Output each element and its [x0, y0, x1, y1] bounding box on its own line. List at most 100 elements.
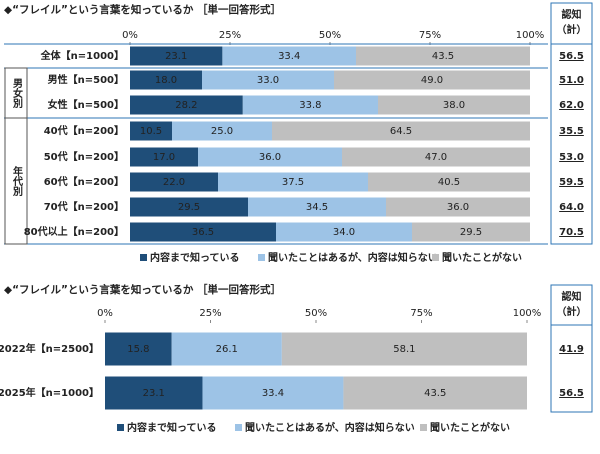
bar-segment: [218, 172, 368, 192]
data-label: 40.5: [438, 177, 460, 188]
data-label: 37.5: [282, 177, 304, 188]
bar-segment: [171, 332, 282, 366]
data-label: 36.5: [192, 227, 214, 238]
legend-label: 聞いたことがない: [430, 421, 510, 434]
side-value: 56.5: [559, 388, 584, 399]
side-value: 70.5: [559, 227, 584, 238]
category-label: 80代以上【n=200】: [24, 225, 124, 238]
chart-title: ◆“フレイル”という言葉を知っているか ［単一回答形式］: [4, 3, 281, 16]
legend-swatch: [235, 424, 242, 431]
legend-label: 内容まで知っている: [127, 421, 217, 434]
legend-swatch: [432, 254, 439, 261]
x-tick-label: 50%: [305, 308, 327, 319]
data-label: 49.0: [421, 75, 443, 86]
x-tick-label: 0%: [122, 30, 138, 41]
data-label: 36.0: [447, 202, 469, 213]
side-value: 35.5: [559, 126, 584, 137]
legend-swatch: [117, 424, 124, 431]
category-label: 40代【n=200】: [44, 124, 124, 137]
data-label: 47.0: [425, 152, 447, 163]
bar-segment: [343, 376, 527, 410]
category-label: 2022年【n=2500】: [0, 342, 99, 355]
bar-segment: [130, 46, 223, 66]
legend-swatch: [258, 254, 265, 261]
x-tick-label: 25%: [199, 308, 221, 319]
category-label: 70代【n=200】: [44, 200, 124, 213]
legend-label: 聞いたことはあるが、内容は知らない: [268, 251, 438, 264]
category-label: 女性【n=500】: [48, 98, 124, 111]
data-label: 38.0: [443, 100, 465, 111]
data-label: 58.1: [393, 344, 415, 355]
category-label: 2025年【n=1000】: [0, 386, 99, 399]
bar-segment: [202, 376, 344, 410]
bar-segment: [368, 172, 530, 192]
data-label: 23.1: [165, 51, 187, 62]
chart-title: ◆“フレイル”という言葉を知っているか ［単一回答形式］: [4, 283, 281, 296]
data-label: 33.8: [299, 100, 321, 111]
legend-swatch: [420, 424, 427, 431]
category-label: 全体【n=1000】: [40, 49, 124, 62]
data-label: 26.1: [216, 344, 238, 355]
data-label: 29.5: [460, 227, 482, 238]
bar-segment: [222, 46, 356, 66]
bar-segment: [130, 172, 218, 192]
side-title: 認知: [562, 8, 582, 21]
x-tick-label: 25%: [219, 30, 241, 41]
data-label: 43.5: [432, 51, 454, 62]
side-title: （計）: [557, 23, 587, 36]
side-value: 64.0: [559, 202, 584, 213]
bar-segment: [248, 197, 386, 217]
data-label: 10.5: [140, 126, 162, 137]
side-title: （計）: [557, 305, 587, 318]
data-label: 33.4: [262, 388, 284, 399]
bar-segment: [281, 332, 527, 366]
data-label: 23.1: [143, 388, 165, 399]
legend-label: 聞いたことはあるが、内容は知らない: [245, 421, 415, 434]
bar-segment: [105, 332, 172, 366]
side-value: 56.5: [559, 51, 584, 62]
data-label: 28.2: [175, 100, 197, 111]
x-tick-label: 75%: [410, 308, 432, 319]
bar-segment: [172, 121, 272, 141]
x-tick-label: 100%: [513, 308, 542, 319]
bar-segment: [130, 222, 276, 242]
data-label: 17.0: [153, 152, 175, 163]
data-label: 34.5: [306, 202, 328, 213]
data-label: 43.5: [424, 388, 446, 399]
bar-segment: [276, 222, 412, 242]
legend-swatch: [140, 254, 147, 261]
bar-segment: [242, 95, 378, 115]
legend-label: 聞いたことがない: [442, 251, 522, 264]
data-label: 64.5: [390, 126, 412, 137]
data-label: 25.0: [211, 126, 233, 137]
bar-segment: [378, 95, 530, 115]
x-tick-label: 100%: [516, 30, 545, 41]
data-label: 22.0: [163, 177, 185, 188]
group-label: 男女別: [11, 78, 24, 109]
side-value: 59.5: [559, 177, 584, 188]
bar-segment: [412, 222, 530, 242]
legend-label: 内容まで知っている: [150, 251, 240, 264]
data-label: 36.0: [259, 152, 281, 163]
bar-segment: [105, 376, 203, 410]
data-label: 29.5: [178, 202, 200, 213]
side-value: 41.9: [559, 344, 584, 355]
bar-segment: [130, 95, 243, 115]
group-label: 年代別: [11, 165, 24, 197]
side-column: [550, 284, 593, 413]
side-value: 62.0: [559, 100, 584, 111]
data-label: 34.0: [333, 227, 355, 238]
bar-segment: [130, 147, 198, 167]
bar-segment: [272, 121, 530, 141]
bar-segment: [130, 70, 202, 90]
x-tick-label: 0%: [97, 308, 113, 319]
side-column: [550, 2, 593, 245]
side-title: 認知: [562, 290, 582, 303]
category-label: 50代【n=200】: [44, 150, 124, 163]
bar-segment: [130, 197, 248, 217]
data-label: 15.8: [127, 344, 149, 355]
bar-segment: [342, 147, 530, 167]
x-tick-label: 50%: [319, 30, 341, 41]
bar-segment: [356, 46, 530, 66]
